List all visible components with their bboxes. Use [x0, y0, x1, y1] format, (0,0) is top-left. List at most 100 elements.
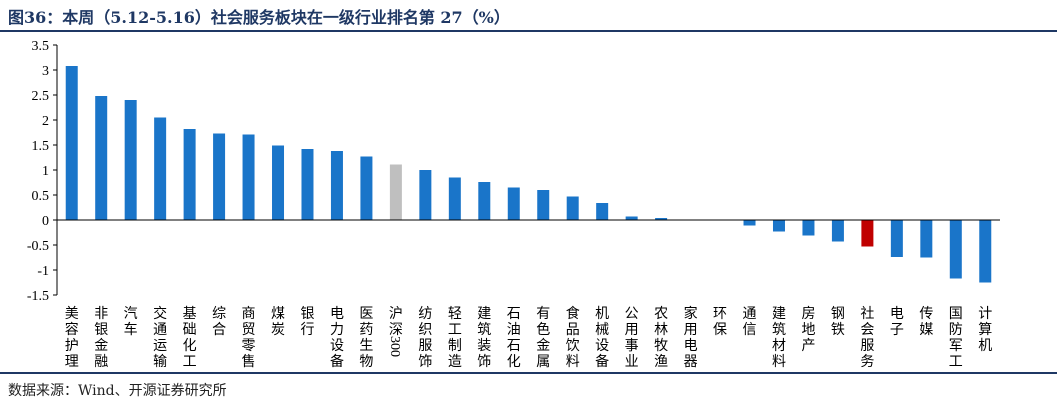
- svg-text:品: 品: [566, 322, 580, 338]
- svg-text:运: 运: [153, 338, 167, 354]
- bar: [949, 220, 962, 279]
- svg-text:保: 保: [713, 322, 727, 338]
- svg-text:炭: 炭: [271, 322, 285, 338]
- bar: [478, 182, 491, 220]
- bar: [861, 220, 874, 247]
- bar: [979, 220, 992, 283]
- y-tick-label: -1: [37, 264, 49, 279]
- svg-text:色: 色: [536, 321, 550, 338]
- svg-text:防: 防: [949, 322, 963, 338]
- x-tick-label: 社会服务: [860, 306, 874, 370]
- svg-text:础: 础: [183, 322, 197, 338]
- bar-chart: 3.532.521.510.50-0.5-1-1.5 美容护理非银金融汽车交通运…: [27, 39, 1000, 370]
- svg-text:媒: 媒: [919, 322, 933, 338]
- svg-text:金: 金: [94, 338, 108, 354]
- svg-text:制: 制: [448, 338, 462, 354]
- svg-text:地: 地: [801, 322, 815, 338]
- y-tick-label: 2: [42, 114, 49, 129]
- x-tick-label: 电子: [890, 306, 904, 338]
- svg-text:用: 用: [684, 322, 698, 338]
- x-tick-label: 汽车: [124, 306, 138, 338]
- svg-text:信: 信: [743, 322, 757, 338]
- bar: [537, 190, 550, 220]
- svg-text:护: 护: [65, 338, 79, 354]
- bar: [772, 220, 785, 232]
- svg-text:备: 备: [595, 353, 609, 370]
- svg-text:化: 化: [183, 338, 197, 354]
- bar: [213, 133, 226, 220]
- svg-text:通: 通: [743, 306, 757, 322]
- bar: [242, 134, 255, 220]
- x-tick-label: 传媒: [919, 306, 933, 338]
- svg-text:用: 用: [625, 322, 639, 338]
- x-tick-label: 银行: [300, 306, 314, 338]
- x-tick-labels: 美容护理非银金融汽车交通运输基础化工综合商贸零售煤炭银行电力设备医药生物沪深30…: [65, 305, 993, 370]
- svg-text:务: 务: [860, 354, 874, 370]
- svg-text:煤: 煤: [271, 306, 285, 322]
- svg-text:算: 算: [978, 322, 992, 338]
- bar: [154, 117, 167, 220]
- svg-text:产: 产: [801, 338, 815, 354]
- bar: [65, 66, 78, 220]
- svg-text:油: 油: [507, 322, 521, 338]
- y-tick-label: 0: [42, 214, 49, 229]
- svg-text:铁: 铁: [831, 322, 845, 338]
- svg-text:饰: 饰: [477, 354, 491, 370]
- svg-text:工: 工: [183, 354, 197, 370]
- svg-text:物: 物: [359, 354, 373, 370]
- svg-text:车: 车: [124, 321, 138, 338]
- title-rule: [0, 30, 1057, 32]
- svg-text:饮: 饮: [566, 338, 580, 354]
- svg-text:售: 售: [242, 354, 256, 370]
- svg-text:深: 深: [389, 322, 403, 338]
- bar: [655, 218, 668, 220]
- bar: [272, 145, 285, 220]
- svg-text:家: 家: [684, 305, 698, 322]
- svg-text:工: 工: [448, 322, 462, 338]
- bottom-rule: [0, 372, 1057, 374]
- svg-text:属: 属: [536, 354, 550, 370]
- svg-text:建: 建: [477, 306, 491, 322]
- svg-text:军: 军: [949, 338, 963, 354]
- bar: [419, 170, 432, 220]
- svg-text:化: 化: [507, 354, 521, 370]
- svg-text:会: 会: [860, 322, 874, 338]
- y-tick-label: 2.5: [32, 89, 50, 104]
- bar: [625, 216, 638, 220]
- svg-text:石: 石: [507, 338, 521, 354]
- x-tick-label: 计算机: [978, 306, 992, 354]
- svg-text:服: 服: [860, 338, 874, 354]
- svg-text:牧: 牧: [654, 338, 668, 354]
- bar: [566, 196, 579, 220]
- svg-text:机: 机: [978, 338, 992, 354]
- svg-text:贸: 贸: [242, 322, 256, 338]
- svg-text:轻: 轻: [448, 306, 462, 322]
- svg-text:造: 造: [448, 354, 462, 370]
- svg-text:料: 料: [566, 354, 580, 370]
- svg-text:工: 工: [949, 354, 963, 370]
- bar: [743, 220, 756, 226]
- svg-text:钢: 钢: [831, 306, 845, 322]
- svg-text:子: 子: [890, 322, 904, 338]
- svg-text:纺: 纺: [418, 306, 432, 322]
- svg-text:业: 业: [625, 354, 639, 370]
- svg-text:社: 社: [860, 306, 874, 322]
- svg-text:服: 服: [418, 338, 432, 354]
- y-tick-label: 1.5: [32, 139, 50, 154]
- svg-text:农: 农: [654, 306, 668, 322]
- svg-text:渔: 渔: [654, 354, 668, 370]
- svg-text:电: 电: [890, 306, 904, 322]
- bar: [831, 220, 844, 242]
- y-tick-label: -1.5: [27, 289, 49, 304]
- svg-text:融: 融: [94, 354, 108, 370]
